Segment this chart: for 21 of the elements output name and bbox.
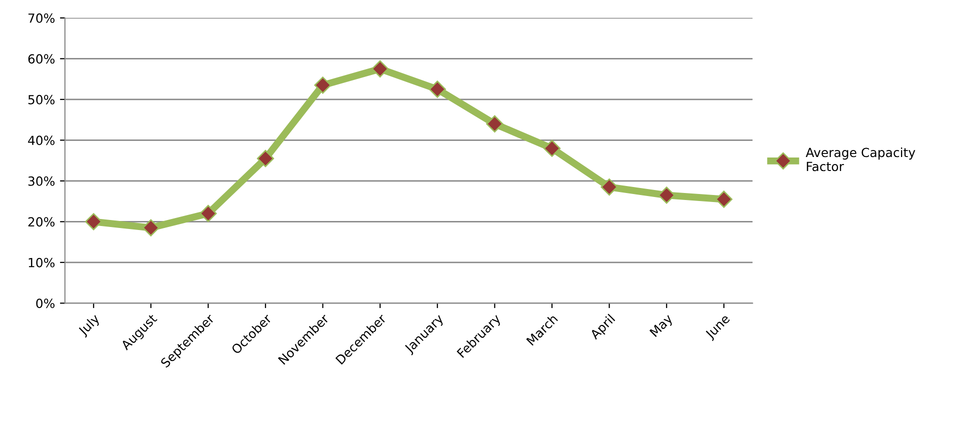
legend-label: Average Capacity Factor	[806, 148, 916, 172]
y-tick-label: 0%	[36, 298, 55, 308]
y-tick-label: 10%	[28, 258, 55, 268]
y-tick-label: 30%	[28, 176, 55, 186]
y-tick-label: 40%	[28, 136, 55, 146]
point	[372, 60, 389, 78]
point	[142, 219, 160, 236]
point	[543, 140, 561, 157]
y-tick-label: 60%	[28, 54, 55, 64]
point	[85, 213, 102, 230]
y-tick-label: 20%	[28, 217, 55, 227]
y-tick-label: 70%	[28, 13, 55, 23]
point	[200, 204, 217, 222]
point	[658, 186, 676, 204]
point	[314, 76, 332, 94]
point	[256, 150, 274, 168]
point	[600, 178, 618, 196]
point	[486, 115, 504, 132]
point	[428, 80, 446, 98]
y-tick-label: 50%	[28, 94, 55, 104]
point	[715, 190, 732, 208]
